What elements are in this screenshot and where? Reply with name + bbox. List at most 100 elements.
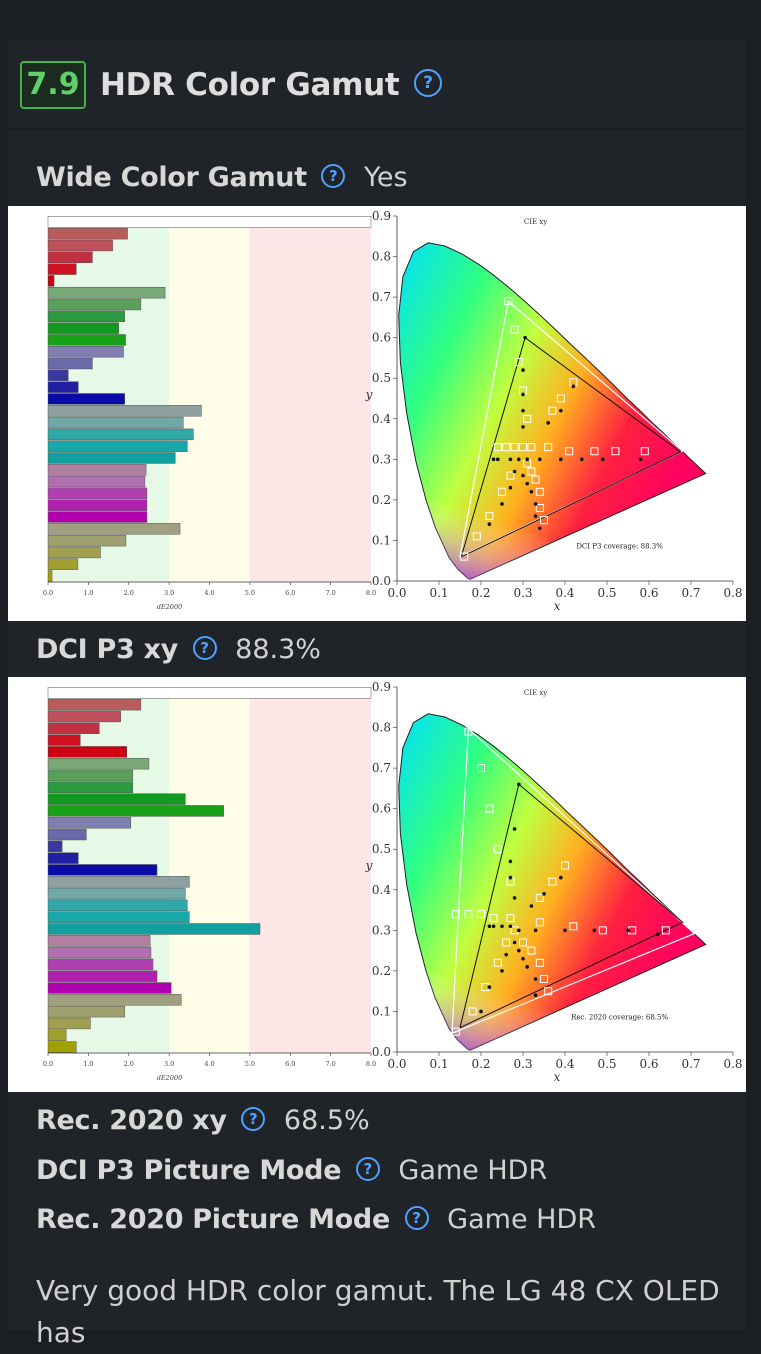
measured-point [500,924,504,929]
x-tick-label: 1.0 [83,589,93,597]
measured-point [571,384,576,389]
x-axis-title: x [554,599,561,613]
measured-point [521,392,525,397]
target-marker [502,938,511,947]
bar-18 [47,899,188,912]
coverage-annotation: Rec. 2020 coverage: 68.5% [571,1014,668,1022]
target-marker [514,358,523,366]
x-tick-label: 0.0 [43,589,53,597]
x-tick-label: 2.0 [124,1060,134,1068]
target-marker [451,1027,460,1036]
bar-17 [47,416,184,429]
help-icon[interactable]: ? [321,163,346,188]
help-icon[interactable]: ? [241,1106,266,1131]
bar-12 [47,357,93,370]
rec-mode-value: Game HDR [447,1204,596,1235]
x-tick-label: 0.0 [43,1060,53,1068]
target-marker [535,504,544,512]
target-marker [468,1007,477,1016]
x-tick-label: 4.0 [204,589,214,597]
target-marker [535,893,544,902]
help-icon[interactable]: ? [355,1156,380,1181]
help-icon[interactable]: ? [413,68,442,97]
measured-point [517,948,521,953]
bar-13 [47,840,63,853]
measured-point [496,457,500,462]
rec-2020-label: Rec. 2020 xy [36,1105,227,1136]
measured-point [538,526,542,531]
x-tick-label: 0.6 [639,1057,658,1071]
y-axis-title: y [365,859,373,873]
x-tick-label: 0.8 [723,586,742,600]
y-tick-label: 0.1 [372,533,391,547]
y-tick-label: 0.3 [372,923,391,937]
measured-point [533,514,538,518]
score-badge: 7.9 [20,61,86,109]
dci-mode-row: DCI P3 Picture Mode ? Game HDR [36,1151,547,1191]
measured-point [517,457,521,462]
section-header [8,40,746,130]
x-tick-label: 6.0 [285,1060,295,1068]
bar-5 [47,275,55,287]
bar-28 [47,546,101,559]
measured-point [521,425,525,429]
y-tick-label: 0.5 [372,842,391,856]
measured-point [559,875,563,880]
measured-point [487,522,492,527]
target-marker [544,443,553,452]
help-icon[interactable]: ? [404,1205,429,1230]
target-marker [485,512,494,521]
bar-23 [47,487,148,500]
bar-13 [47,369,69,382]
y-tick-label: 0.9 [372,209,391,223]
x-tick-label: 0.7 [681,586,700,600]
target-marker [561,861,569,870]
zone-band-1 [169,216,250,582]
target-marker [535,958,544,967]
bar-14 [47,852,79,864]
x-tick-label: 0.2 [471,586,490,600]
target-marker [531,475,540,484]
target-marker [493,443,502,452]
bar-5 [47,746,127,758]
measured-point [521,368,525,372]
x-tick-label: 0.1 [429,586,448,600]
dci-p3-label: DCI P3 xy [36,634,178,665]
target-marker [598,926,607,935]
measured-point [508,924,513,929]
measured-point [517,782,521,787]
target-marker [527,443,536,452]
bar-30 [47,570,53,582]
x-tick-label: 0.0 [387,586,406,600]
x-tick-label: 0.4 [555,586,574,600]
y-tick-label: 0.4 [372,883,391,897]
bar-1 [47,698,142,711]
y-axis-title: y [365,388,373,402]
measured-point [512,469,517,474]
bar-9 [47,322,119,334]
target-marker [472,532,481,541]
y-tick-label: 0.8 [372,721,391,735]
measured-point [491,457,496,462]
bar-3 [47,251,93,263]
measured-point [533,502,538,506]
target-marker [506,471,515,480]
x-axis-title: dE2000 [157,1074,182,1082]
bar-1 [47,227,128,240]
help-icon[interactable]: ? [192,635,217,660]
y-tick-label: 0.0 [372,574,391,588]
target-marker [493,958,502,967]
measured-point [512,896,517,900]
x-tick-label: 0.5 [597,1057,616,1071]
rec-2020-chart-image: 0.0 1.0 2.0 3.0 4.0 5.0 6.0 7.0 8.0 dE2000 0.0 0.1 0… [8,677,746,1092]
bar-14 [47,381,79,393]
target-marker [519,938,527,947]
measured-point [559,408,563,413]
target-marker [477,910,485,919]
target-marker [510,325,519,334]
measured-point [508,485,513,490]
target-marker [548,406,557,415]
measured-point [655,932,660,937]
bar-29 [47,558,79,570]
x-tick-label: 7.0 [325,1060,335,1068]
